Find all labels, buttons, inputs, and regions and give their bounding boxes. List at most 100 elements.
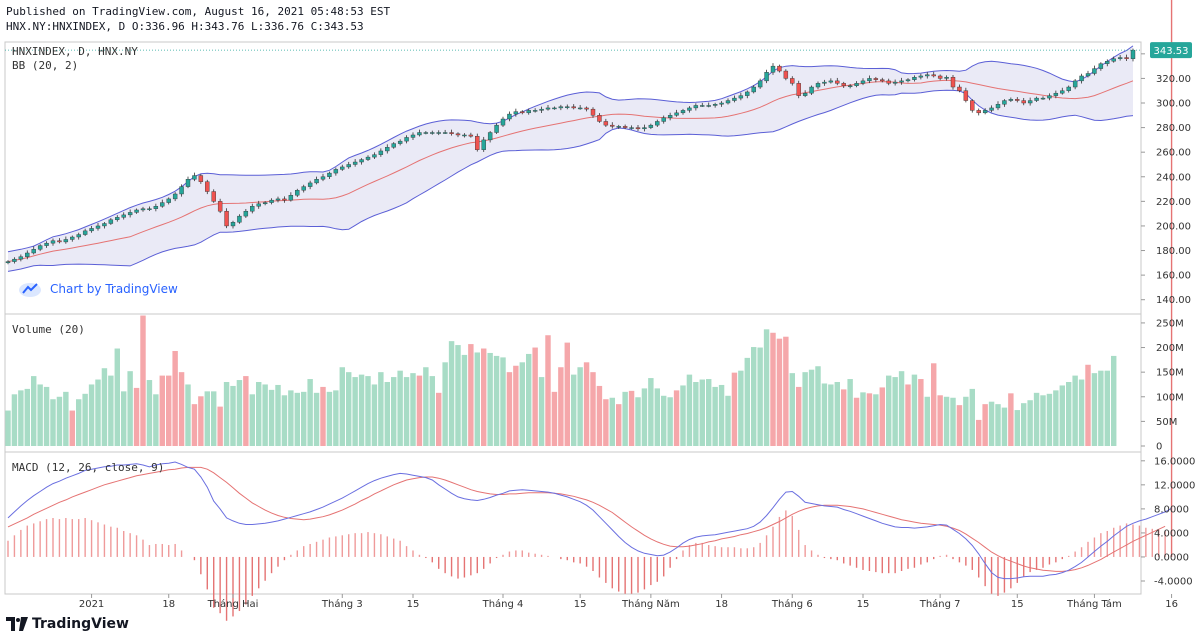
volume-bar [725,395,731,446]
candle-body [307,182,313,187]
macd-tick-label: 4.0000 [1154,528,1189,539]
volume-bar [1008,393,1014,446]
volume-bar [204,391,210,446]
candle-body [262,202,268,205]
volume-bar [178,372,185,446]
candle-body [899,80,904,83]
volume-bar [69,410,75,446]
volume-bar [513,365,519,446]
volume-bar [654,388,660,446]
candle-body [847,85,853,87]
candle-body [712,104,718,106]
volume-bar [1014,410,1020,446]
candle-body [565,106,570,108]
candle-body [539,108,544,111]
volume-bar [127,371,133,446]
volume-bar [301,391,307,446]
candle-body [417,132,422,136]
volume-bar [11,394,18,446]
bb-basis-line [7,79,1134,263]
volume-bar [988,401,995,446]
tradingview-logo[interactable]: TradingView [6,616,129,632]
candle-body [365,156,371,160]
candle-body [873,78,879,80]
volume-bar [500,357,506,446]
candle-body [327,172,332,177]
candle-body [1111,58,1116,62]
x-tick-label: 16 [1165,599,1178,610]
candle-body [1098,63,1104,69]
volume-bar [783,336,789,446]
candle-body [513,111,519,115]
volume-bar [757,347,763,446]
candle-body [455,133,461,136]
candle-body [1117,57,1123,59]
volume-bar [526,353,532,446]
candle-body [397,140,403,144]
tradingview-watermark[interactable]: Chart by TradingView [18,280,178,298]
macd-tick-label: 0.0000 [1154,552,1189,563]
candle-body [57,240,62,243]
volume-bar [423,367,429,446]
volume-bar [268,389,275,446]
volume-bar [924,396,930,446]
candle-body [378,150,384,155]
volume-bar [963,396,969,446]
volume-bar [1098,370,1104,446]
volume-bar [172,350,178,446]
volume-bar [796,386,802,446]
publish-info: Published on TradingView.com, August 16,… [6,5,391,18]
price-tick-label: 180.00 [1156,246,1191,257]
volume-bar [976,419,982,446]
candle-body [442,132,448,134]
candle-body [584,107,589,110]
volume-bar [487,352,493,446]
volume-tick-label: 50M [1156,417,1177,428]
candle-body [301,186,306,191]
x-tick-label: Tháng Tám [1066,598,1122,610]
volume-bar [571,374,577,446]
x-tick-label: 2021 [79,599,104,610]
candle-body [230,222,236,227]
volume-bar [1053,390,1059,446]
volume-bar [461,354,468,446]
watermark-text: Chart by TradingView [50,282,178,296]
macd-tick-label: 8.0000 [1154,504,1189,515]
volume-bar [738,370,744,446]
candle-body [680,110,686,114]
volume-bar [821,383,828,446]
candle-body [166,198,171,203]
volume-bar [776,338,783,446]
candle-body [655,121,660,126]
candle-body [237,215,242,223]
candle-body [995,104,1001,109]
ohlc-info: HNX.NY:HNXINDEX, D O:336.96 H:343.76 L:3… [6,20,364,33]
candle-body [1008,99,1014,101]
candle-body [867,78,872,82]
candle-body [269,199,274,203]
candle-body [925,74,930,77]
candle-body [815,83,821,88]
volume-bar [532,347,538,446]
volume-bar [166,375,172,446]
volume-bar [564,342,570,446]
candle-body [89,228,94,232]
candle-body [552,107,557,110]
volume-bar [140,315,146,446]
candle-body [918,75,924,78]
volume-bar [191,404,198,446]
volume-bar [693,382,699,446]
candle-body [629,127,634,129]
volume-bar [506,372,513,446]
x-tick-label: Tháng 4 [482,598,524,610]
candle-body [108,219,114,224]
volume-bar [320,386,326,446]
volume-bar [1027,400,1033,446]
x-tick-label: Tháng 6 [771,598,813,610]
candle-body [333,169,339,174]
candle-body [571,106,576,109]
candle-body [44,242,49,246]
candle-body [211,191,216,202]
volume-bar [403,377,410,446]
